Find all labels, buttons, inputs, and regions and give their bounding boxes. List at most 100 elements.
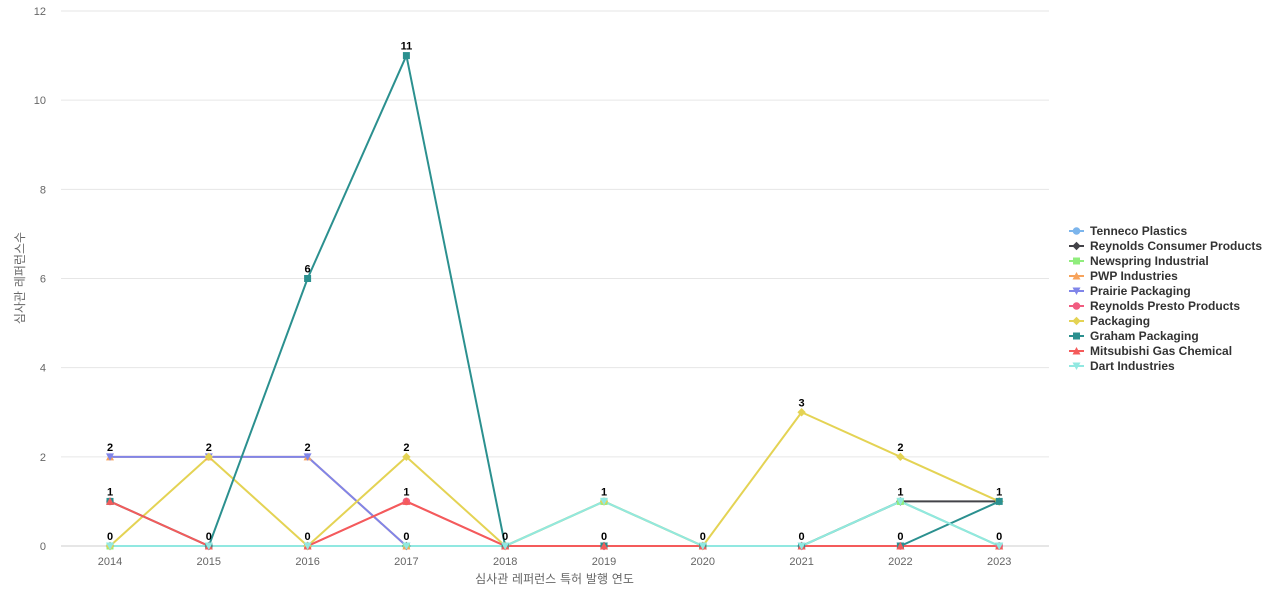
- legend-item[interactable]: Newspring Industrial: [1069, 254, 1209, 268]
- legend-marker: [1072, 362, 1081, 370]
- x-tick-label: 2015: [197, 556, 221, 568]
- data-label: 2: [305, 442, 311, 454]
- x-tick-label: 2018: [493, 556, 517, 568]
- series-line-8: [109, 54, 1000, 547]
- y-tick-label: 0: [40, 541, 46, 553]
- series-markers: [105, 52, 1004, 551]
- data-label: 0: [996, 531, 1002, 543]
- data-point: [797, 408, 806, 417]
- legend-item[interactable]: Dart Industries: [1069, 359, 1175, 373]
- x-tick-label: 2022: [888, 556, 912, 568]
- series-line-7: [109, 411, 1000, 547]
- data-label: 1: [601, 486, 607, 498]
- y-tick-label: 8: [40, 184, 46, 196]
- series-line-4: [110, 455, 1000, 547]
- data-label: 2: [403, 442, 409, 454]
- data-point: [501, 542, 510, 550]
- data-label: 0: [601, 531, 607, 543]
- data-point: [896, 497, 905, 506]
- data-point: [106, 453, 114, 461]
- legend-item[interactable]: PWP Industries: [1069, 269, 1178, 283]
- x-tick-label: 2020: [691, 556, 715, 568]
- data-label: 0: [897, 531, 903, 543]
- data-label: 0: [799, 531, 805, 543]
- data-point: [896, 542, 905, 550]
- legend-label: Prairie Packaging: [1090, 284, 1191, 298]
- data-label: 0: [502, 531, 508, 543]
- data-point: [995, 542, 1004, 550]
- gridlines: [61, 10, 1049, 547]
- data-point: [797, 542, 806, 550]
- data-point: [896, 452, 905, 462]
- x-tick-label: 2014: [98, 556, 122, 568]
- legend-marker: [1072, 227, 1081, 235]
- data-label: 0: [403, 531, 409, 543]
- data-point: [204, 452, 213, 462]
- legend-item[interactable]: Mitsubishi Gas Chemical: [1069, 344, 1232, 358]
- x-tick-label: 2016: [295, 556, 319, 568]
- legend-item[interactable]: Prairie Packaging: [1069, 284, 1191, 298]
- data-label: 2: [897, 442, 903, 454]
- data-point: [600, 542, 608, 550]
- data-label: 1: [897, 486, 903, 498]
- x-tick-label: 2021: [789, 556, 813, 568]
- data-point: [600, 497, 608, 506]
- legend-marker: [1073, 332, 1080, 340]
- x-axis-title: 심사관 레퍼런스 특허 발행 연도: [475, 571, 634, 586]
- y-tick-label: 4: [40, 363, 46, 375]
- series-line-5: [110, 455, 1000, 547]
- data-point: [995, 497, 1003, 505]
- data-label: 0: [107, 531, 113, 543]
- data-point: [106, 542, 114, 550]
- y-tick-label: 12: [34, 6, 46, 18]
- y-axis-title: 심사관 레퍼런스수: [13, 232, 27, 324]
- legend-item[interactable]: Packaging: [1069, 314, 1150, 328]
- legend-item[interactable]: Reynolds Consumer Products: [1069, 239, 1262, 253]
- legend-label: Reynolds Presto Products: [1090, 299, 1240, 313]
- data-point: [402, 52, 410, 60]
- legend-label: Mitsubishi Gas Chemical: [1090, 344, 1232, 358]
- legend-label: Tenneco Plastics: [1090, 224, 1187, 238]
- legend-marker: [1072, 302, 1081, 310]
- legend-item[interactable]: Reynolds Presto Products: [1069, 299, 1240, 313]
- data-point: [698, 542, 707, 550]
- data-label: 2: [206, 442, 212, 454]
- data-point: [303, 542, 312, 550]
- data-label: 1: [403, 486, 409, 498]
- data-label: 6: [305, 264, 311, 276]
- x-tick-label: 2023: [987, 556, 1011, 568]
- legend-label: Reynolds Consumer Products: [1090, 239, 1262, 253]
- legend-marker: [1073, 257, 1080, 265]
- x-tick-label: 2017: [394, 556, 418, 568]
- data-label: 1: [107, 486, 113, 498]
- legend-marker: [1072, 241, 1081, 251]
- legend-label: Newspring Industrial: [1090, 254, 1209, 268]
- data-point: [402, 542, 411, 550]
- data-label: 0: [700, 531, 706, 543]
- data-point: [402, 452, 411, 462]
- legend-marker: [1072, 287, 1081, 295]
- x-tick-label: 2019: [592, 556, 616, 568]
- legend-marker: [1072, 316, 1081, 326]
- data-point: [106, 497, 114, 505]
- legend-label: Packaging: [1090, 314, 1150, 328]
- data-point: [303, 453, 312, 461]
- data-label: 11: [401, 41, 413, 53]
- legend-label: Graham Packaging: [1090, 329, 1199, 343]
- data-point: [204, 542, 213, 550]
- legend-label: PWP Industries: [1090, 269, 1178, 283]
- data-point: [402, 497, 411, 505]
- legend-item[interactable]: Tenneco Plastics: [1069, 224, 1187, 238]
- y-tick-label: 10: [34, 95, 46, 107]
- y-tick-label: 2: [40, 452, 46, 464]
- data-point: [304, 275, 312, 282]
- legend-item[interactable]: Graham Packaging: [1069, 329, 1199, 343]
- data-label: 1: [996, 486, 1002, 498]
- data-label: 0: [206, 531, 212, 543]
- data-label: 3: [799, 397, 805, 409]
